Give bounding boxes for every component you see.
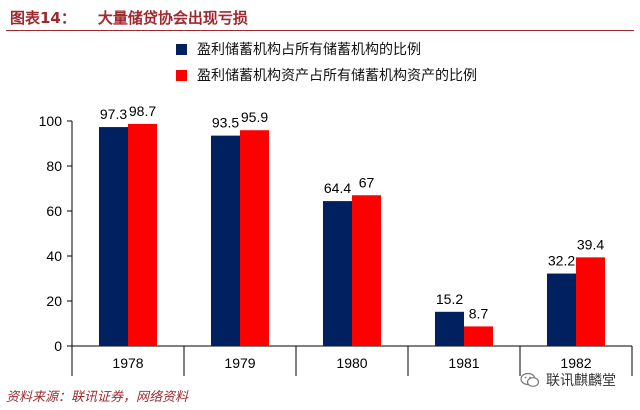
bar-series-1 [99,127,128,346]
bar-series-1 [323,201,352,346]
y-tick-label: 20 [46,293,62,309]
legend-item-series-2: 盈利储蓄机构资产占所有储蓄机构资产的比例 [176,62,477,88]
data-label-series-1: 64.4 [324,180,351,196]
x-tick-label: 1980 [336,355,367,371]
data-label-series-1: 97.3 [100,106,127,122]
data-label-series-2: 39.4 [577,236,604,252]
chart-legend: 盈利储蓄机构占所有储蓄机构的比例 盈利储蓄机构资产占所有储蓄机构资产的比例 [176,36,477,88]
bar-series-1 [547,273,576,346]
legend-swatch-series-2 [176,69,187,81]
figure-title: 大量储贷协会出现亏损 [97,8,248,27]
bar-series-2 [128,123,157,346]
y-tick-label: 0 [54,338,62,354]
data-label-series-1: 15.2 [436,291,463,307]
watermark: 联讯麒麟堂 [520,370,616,390]
data-label-series-2: 95.9 [241,109,268,125]
y-tick-label: 60 [46,203,62,219]
x-tick-label: 1981 [448,355,479,371]
wechat-icon [520,372,540,387]
source-note: 资料来源：联讯证券，网络资料 [6,390,189,405]
data-label-series-2: 67 [359,174,375,190]
bar-series-2 [464,326,493,346]
legend-label-series-1: 盈利储蓄机构占所有储蓄机构的比例 [197,42,421,58]
legend-swatch-series-1 [176,43,187,55]
bar-series-1 [211,135,240,346]
y-tick-label: 100 [39,113,63,129]
bar-series-2 [352,195,381,346]
figure-title-bar: 图表14： 大量储贷协会出现亏损 [6,4,634,31]
x-tick-label: 1978 [112,355,143,371]
data-label-series-1: 93.5 [212,115,239,131]
bar-series-2 [576,257,605,346]
y-tick-label: 40 [46,248,62,264]
bar-series-2 [240,130,269,346]
figure-number: 图表14： [10,8,76,27]
bar-series-1 [435,311,464,346]
x-tick-label: 1979 [224,355,255,371]
y-tick-label: 80 [46,158,62,174]
legend-item-series-1: 盈利储蓄机构占所有储蓄机构的比例 [176,36,477,62]
watermark-text: 联讯麒麟堂 [546,373,616,389]
data-label-series-1: 32.2 [548,253,575,269]
data-label-series-2: 8.7 [469,305,489,321]
data-label-series-2: 98.7 [129,103,156,119]
legend-label-series-2: 盈利储蓄机构资产占所有储蓄机构资产的比例 [197,68,477,84]
x-tick-label: 1982 [560,355,591,371]
